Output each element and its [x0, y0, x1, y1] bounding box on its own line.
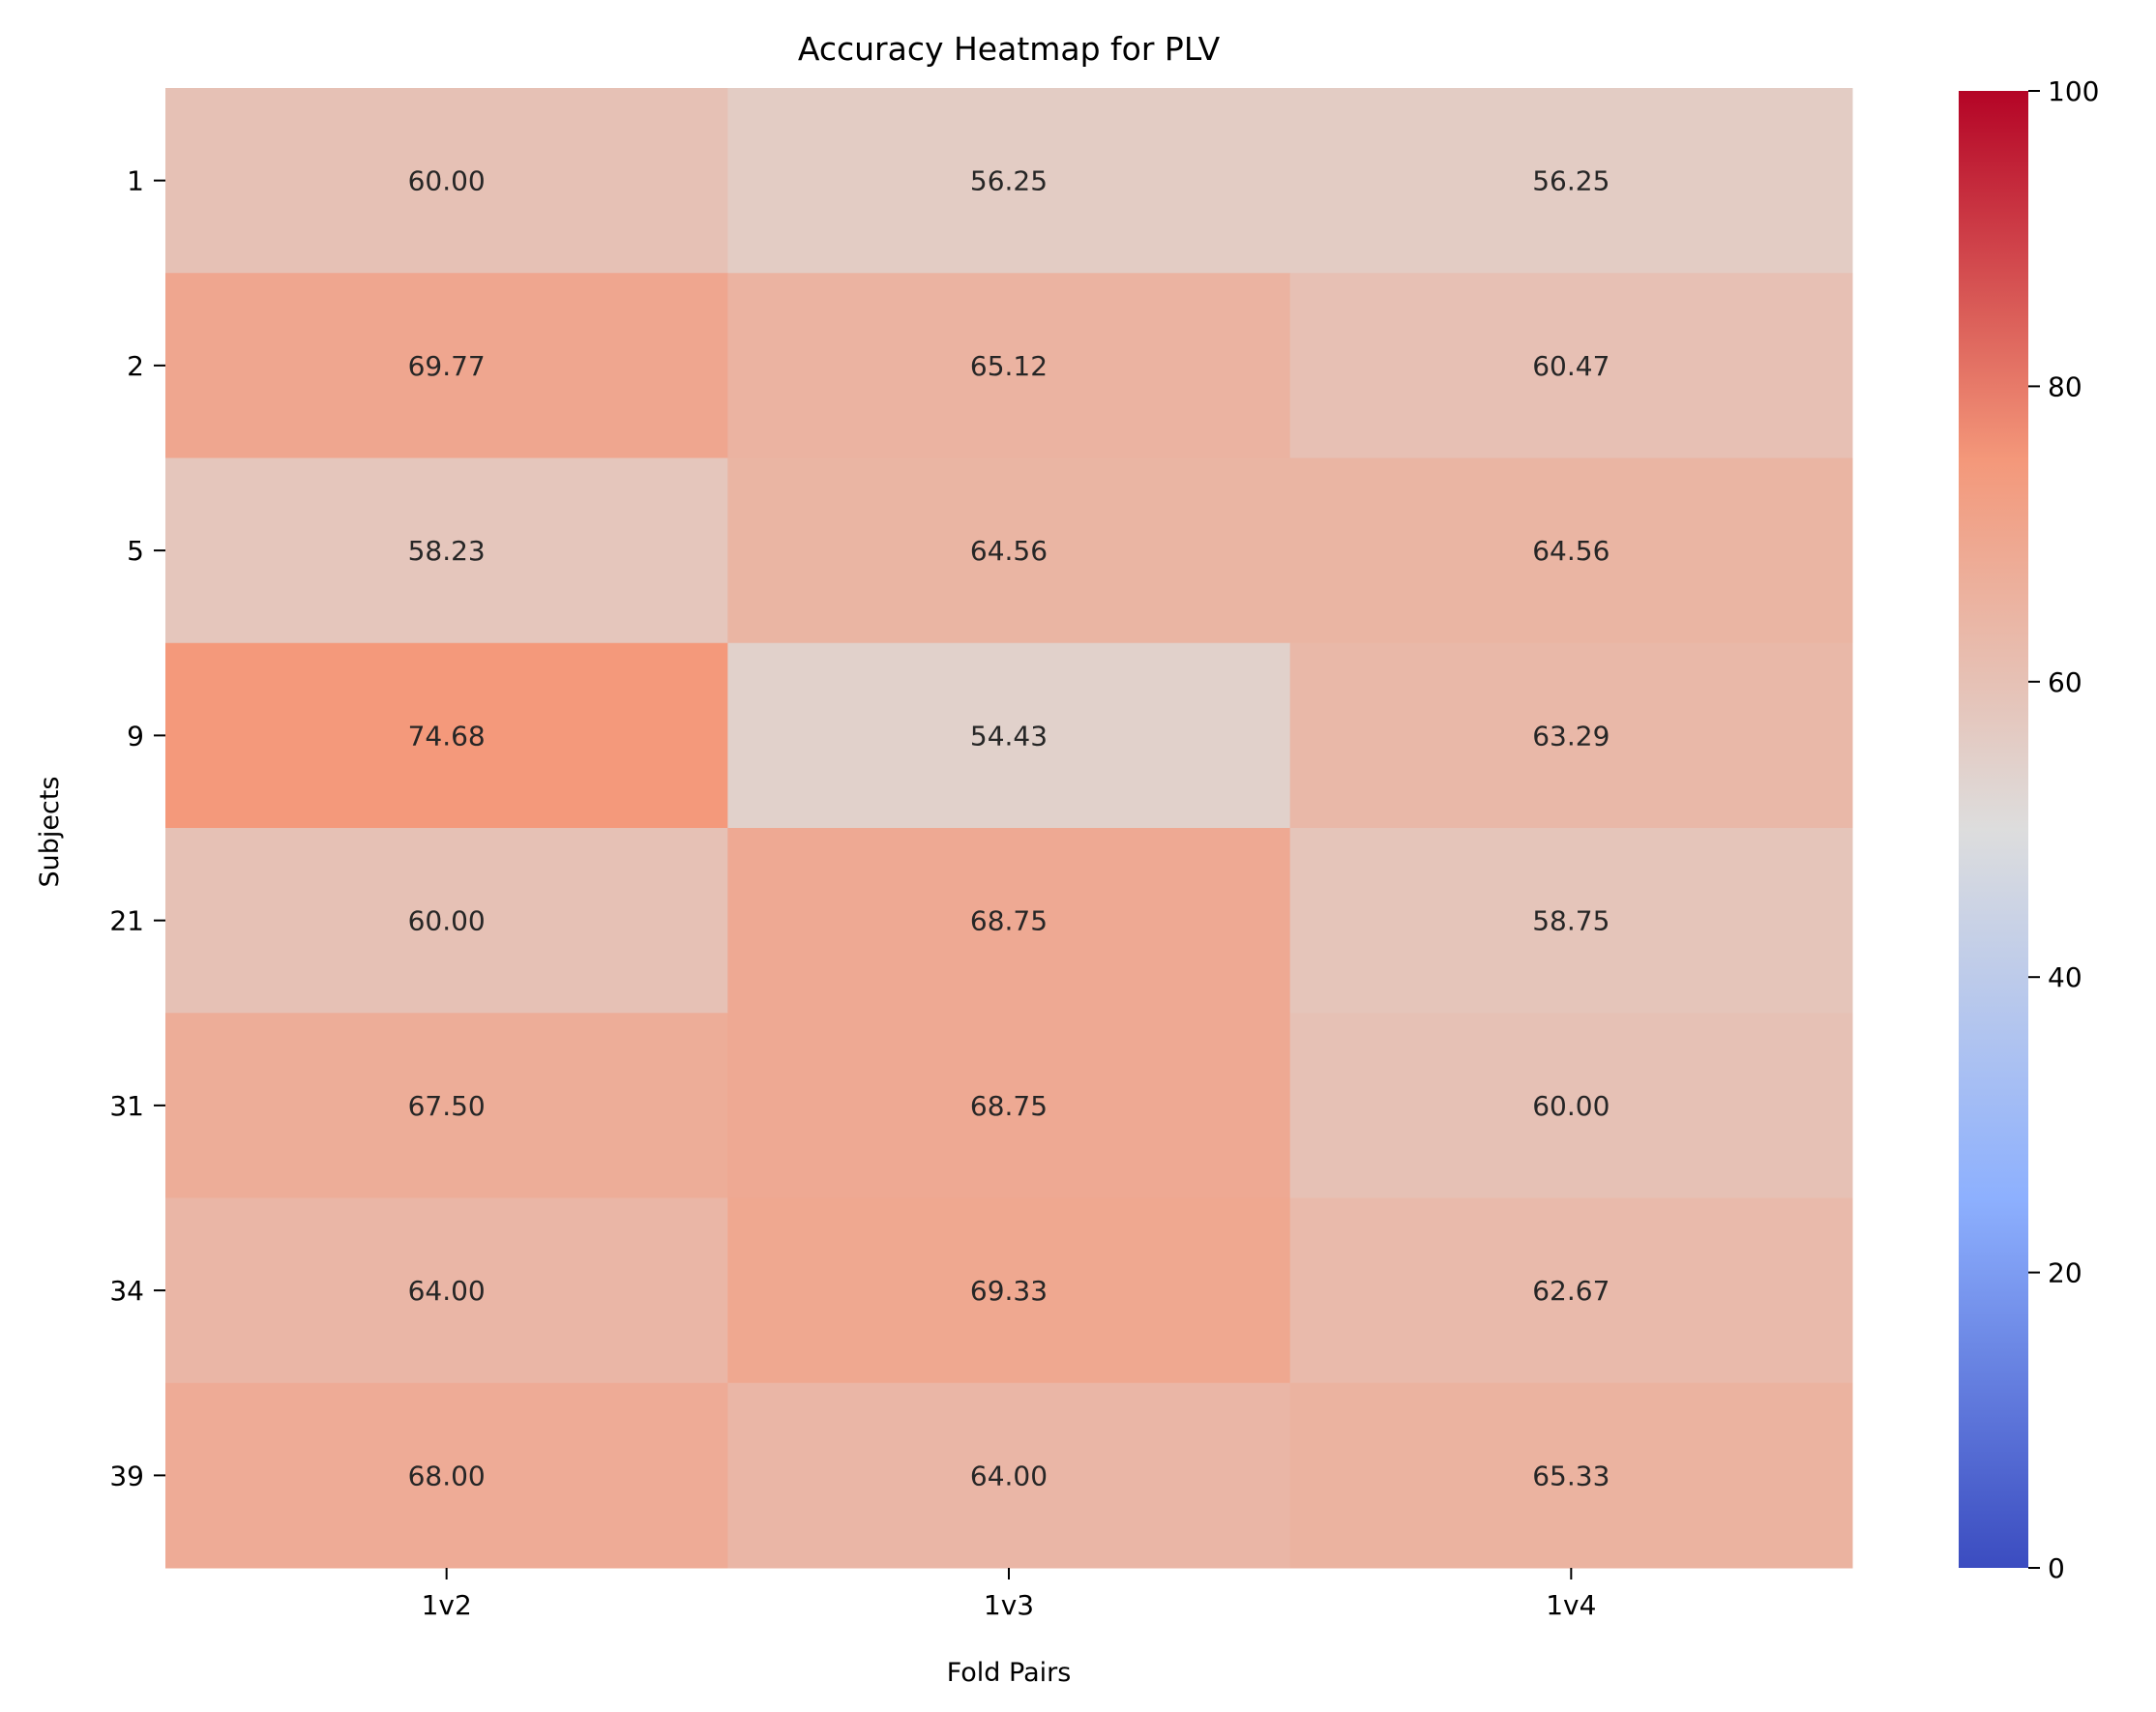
cell-value-label: 69.33 [970, 1275, 1048, 1307]
y-tick-label: 31 [109, 1090, 144, 1122]
cell-value-label: 65.12 [970, 350, 1048, 382]
x-axis-label: Fold Pairs [947, 1658, 1072, 1688]
colorbar-tick-label: 80 [2048, 370, 2082, 402]
y-tick-label: 5 [127, 535, 144, 567]
heatmap-cell [727, 1382, 1291, 1569]
y-axis-label: Subjects [35, 776, 65, 887]
colorbar-tick-label: 0 [2048, 1552, 2065, 1584]
cell-value-label: 60.00 [408, 165, 486, 197]
heatmap-cell [165, 88, 728, 274]
heatmap-cell [727, 1013, 1291, 1198]
chart-title: Accuracy Heatmap for PLV [798, 30, 1221, 68]
heatmap-cell [1289, 88, 1853, 274]
cell-value-label: 60.00 [408, 905, 486, 937]
heatmap-cell [165, 642, 728, 829]
heatmap-cell [1289, 1382, 1853, 1569]
cell-value-label: 60.47 [1532, 350, 1610, 382]
heatmap-cell [1289, 273, 1853, 458]
heatmap-cell [727, 88, 1291, 274]
y-tick-label: 39 [109, 1460, 144, 1491]
cell-value-label: 58.75 [1532, 905, 1610, 937]
heatmap-cell [165, 828, 728, 1014]
cell-value-label: 64.00 [408, 1275, 486, 1307]
y-tick-label: 2 [127, 350, 144, 382]
cell-value-label: 62.67 [1532, 1275, 1610, 1307]
heatmap-cell [1289, 828, 1853, 1014]
heatmap-cell [1289, 1013, 1853, 1198]
cell-value-label: 69.77 [408, 350, 486, 382]
heatmap-cell [727, 458, 1291, 644]
colorbar: 0 20 40 60 80 100 [1959, 75, 2099, 1584]
x-tick-label: 1v4 [1546, 1589, 1596, 1621]
colorbar-tick-label: 20 [2048, 1257, 2082, 1289]
heatmap-cell [165, 1382, 728, 1569]
cell-value-label: 64.00 [970, 1460, 1048, 1491]
cell-value-label: 60.00 [1532, 1090, 1610, 1122]
colorbar-tick-label: 60 [2048, 666, 2082, 698]
cell-value-label: 54.43 [970, 720, 1048, 752]
cell-value-label: 56.25 [970, 165, 1048, 197]
heatmap-cell [165, 1013, 728, 1198]
cell-value-label: 68.75 [970, 905, 1048, 937]
cell-value-label: 65.33 [1532, 1460, 1610, 1491]
y-axis: 1 2 5 9 21 31 34 39 [109, 165, 165, 1491]
heatmap-cell [165, 1197, 728, 1384]
heatmap-cell [727, 273, 1291, 458]
x-tick-label: 1v3 [984, 1589, 1034, 1621]
cell-value-label: 63.29 [1532, 720, 1610, 752]
colorbar-tick-label: 100 [2048, 75, 2099, 107]
heatmap-cell [1289, 642, 1853, 829]
cell-value-label: 58.23 [408, 535, 486, 567]
heatmap-cell-labels: 60.00 56.25 56.25 69.77 65.12 60.47 58.23 64.56… [408, 165, 1610, 1492]
heatmap-cells [165, 88, 1853, 1569]
heatmap-cell [727, 1197, 1291, 1384]
heatmap-cell [727, 642, 1291, 829]
heatmap-cell [1289, 458, 1853, 644]
heatmap-cell [165, 273, 728, 458]
cell-value-label: 64.56 [970, 535, 1048, 567]
x-axis: 1v2 1v3 1v4 [422, 1568, 1596, 1621]
heatmap-cell [165, 458, 728, 644]
y-tick-label: 21 [109, 905, 144, 937]
cell-value-label: 68.00 [408, 1460, 486, 1491]
y-tick-label: 34 [109, 1275, 144, 1307]
cell-value-label: 74.68 [408, 720, 486, 752]
y-tick-label: 1 [127, 165, 144, 197]
x-tick-label: 1v2 [422, 1589, 472, 1621]
cell-value-label: 56.25 [1532, 165, 1610, 197]
cell-value-label: 68.75 [970, 1090, 1048, 1122]
cell-value-label: 67.50 [408, 1090, 486, 1122]
heatmap-cell [1289, 1197, 1853, 1384]
colorbar-tick-label: 40 [2048, 961, 2082, 993]
heatmap-cell [727, 828, 1291, 1014]
y-tick-label: 9 [127, 720, 144, 752]
cell-value-label: 64.56 [1532, 535, 1610, 567]
colorbar-gradient [1959, 91, 2028, 1568]
